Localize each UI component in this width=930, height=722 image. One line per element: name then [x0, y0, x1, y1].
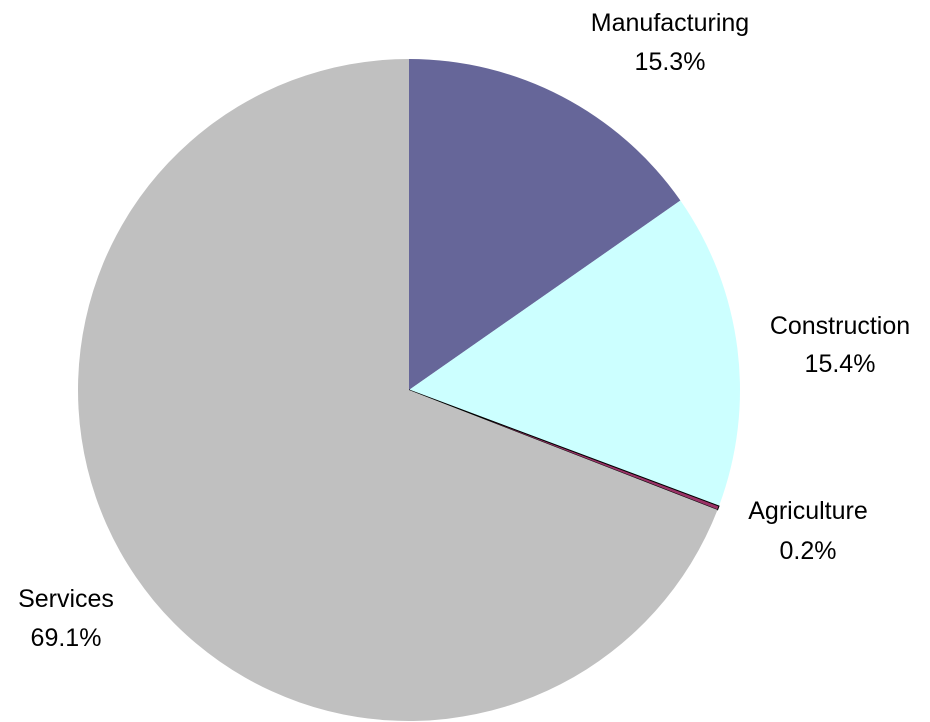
slice-pct-manufacturing: 15.3% [635, 48, 706, 76]
slice-pct-services: 69.1% [31, 624, 102, 652]
label-agriculture: Agriculture 0.2% [748, 497, 868, 565]
slice-label-manufacturing: Manufacturing [591, 9, 749, 37]
slice-pct-agriculture: 0.2% [780, 537, 837, 565]
slice-pct-construction: 15.4% [805, 350, 876, 378]
pie-slice-services [78, 59, 718, 721]
slice-label-construction: Construction [770, 312, 910, 340]
label-manufacturing: Manufacturing 15.3% [591, 9, 749, 76]
label-services: Services 69.1% [18, 585, 114, 652]
pie-slice-agriculture [408, 389, 720, 511]
pie-slices [78, 59, 741, 721]
slice-label-services: Services [18, 585, 114, 613]
pie-slice-manufacturing [409, 59, 681, 390]
label-construction: Construction 15.4% [770, 312, 910, 378]
pie-slice-construction [409, 200, 741, 507]
slice-label-agriculture: Agriculture [748, 497, 868, 525]
